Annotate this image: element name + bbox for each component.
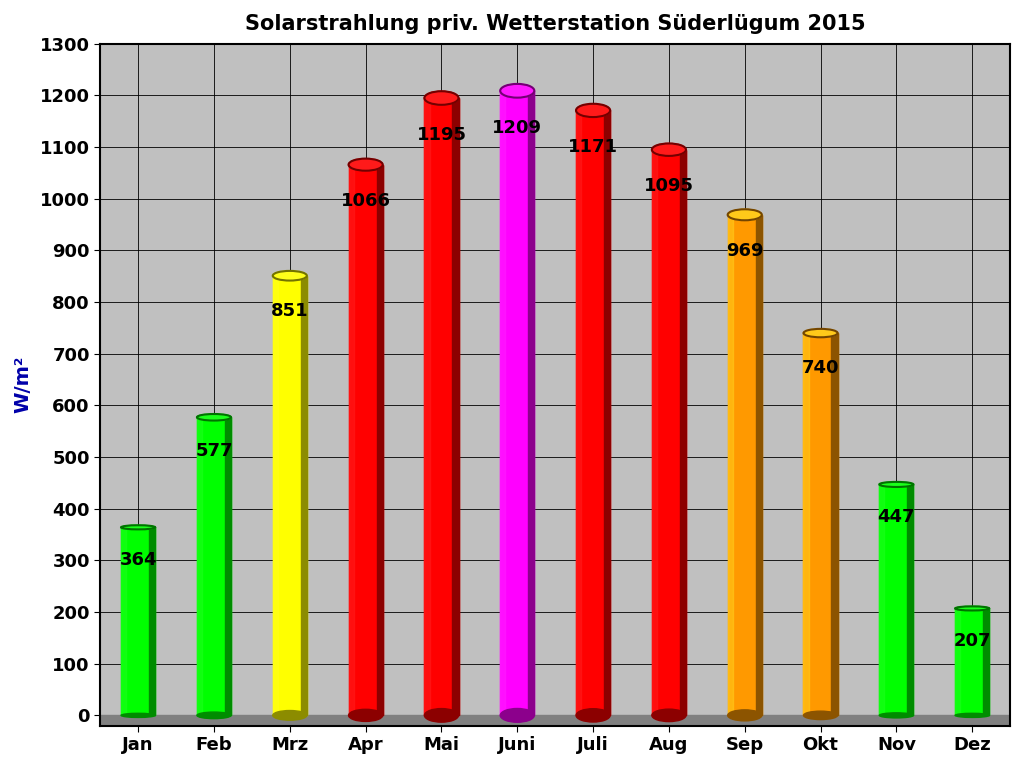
Bar [424,98,459,715]
Ellipse shape [728,710,762,721]
Bar [500,91,505,715]
Bar [528,91,535,715]
Ellipse shape [348,159,383,170]
Ellipse shape [577,104,610,117]
Text: 969: 969 [726,241,764,260]
Ellipse shape [121,525,156,529]
Bar [728,215,762,715]
Bar [955,608,989,715]
Ellipse shape [652,144,686,156]
Bar [453,98,459,715]
Text: 577: 577 [196,442,232,460]
Bar [652,150,686,715]
Bar [652,150,657,715]
Ellipse shape [197,712,231,719]
Ellipse shape [272,710,307,720]
Ellipse shape [197,414,231,421]
Bar [756,215,762,715]
Bar [880,485,885,715]
Text: 1066: 1066 [341,192,390,210]
Bar [955,608,961,715]
Ellipse shape [121,713,156,717]
Bar [577,111,610,715]
Title: Solarstrahlung priv. Wetterstation Süderlügum 2015: Solarstrahlung priv. Wetterstation Süder… [245,14,865,34]
Bar [983,608,989,715]
Text: 1095: 1095 [644,177,694,195]
Text: 364: 364 [120,551,157,568]
Bar [577,111,582,715]
Y-axis label: W/m²: W/m² [14,356,33,413]
Ellipse shape [955,713,989,717]
Bar [348,164,383,715]
Text: 851: 851 [271,302,308,319]
Ellipse shape [272,271,307,280]
Ellipse shape [577,709,610,722]
Bar [804,333,809,715]
Bar [831,333,838,715]
Bar [880,485,913,715]
Bar [225,417,231,715]
Text: 1195: 1195 [417,126,467,144]
Bar [121,528,126,715]
Bar [500,91,535,715]
Bar [197,417,231,715]
Ellipse shape [804,711,838,720]
Bar [150,528,156,715]
Bar [804,333,838,715]
Ellipse shape [500,709,535,722]
Ellipse shape [804,329,838,337]
Ellipse shape [500,84,535,98]
Ellipse shape [424,709,459,722]
Text: 447: 447 [878,508,915,526]
Bar [604,111,610,715]
Ellipse shape [880,482,913,487]
Bar [680,150,686,715]
Text: 740: 740 [802,359,840,376]
Bar [728,215,733,715]
Ellipse shape [652,709,686,722]
Ellipse shape [955,607,989,611]
Ellipse shape [728,209,762,220]
Ellipse shape [348,710,383,721]
Bar [197,417,202,715]
Bar [348,164,353,715]
Bar [100,715,1024,728]
Text: 1171: 1171 [568,138,618,157]
Text: 207: 207 [953,632,991,650]
Bar [121,528,156,715]
Text: 1209: 1209 [493,119,543,137]
Bar [272,276,307,715]
Ellipse shape [880,713,913,718]
Bar [424,98,429,715]
Bar [907,485,913,715]
Bar [301,276,307,715]
Ellipse shape [424,91,459,104]
Bar [377,164,383,715]
Bar [272,276,278,715]
